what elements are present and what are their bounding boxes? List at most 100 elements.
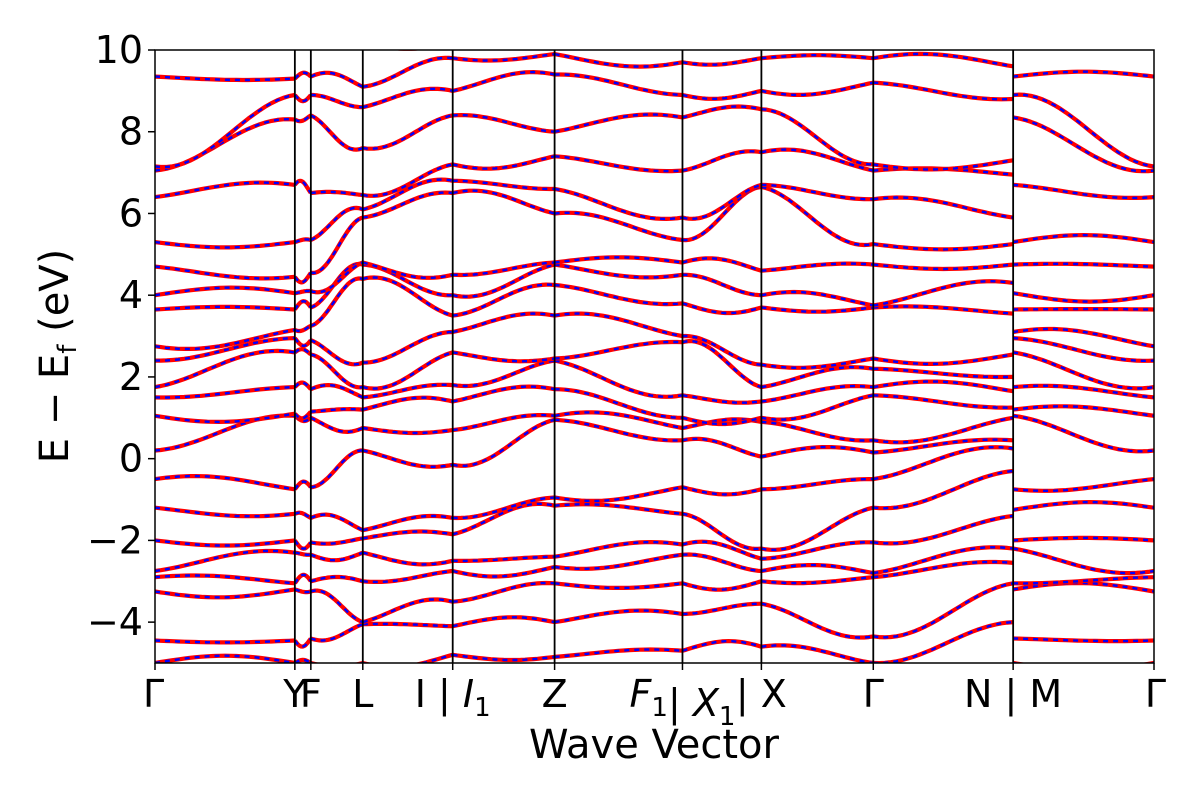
band-line-blue-s4-b15 xyxy=(452,261,555,277)
band-line-blue-s7-b7 xyxy=(761,445,874,458)
band-line-blue-s9-b8 xyxy=(1012,414,1154,453)
band-line-blue-s0-b4 xyxy=(155,549,296,573)
band-line-blue-s5-b6 xyxy=(554,486,683,503)
band-line-blue-s7-b5 xyxy=(761,506,874,551)
band-line-blue-s8-b19 xyxy=(873,159,1014,171)
band-line-blue-s9-b13 xyxy=(1012,327,1154,348)
band-line-blue-s4-b3 xyxy=(452,565,555,578)
band-line-blue-s3-b19 xyxy=(362,114,453,150)
band-line-blue-s1-b6 xyxy=(294,511,312,519)
band-line-red-s3-b0 xyxy=(362,652,454,663)
x-tick-label: | X xyxy=(736,672,787,717)
band-line-blue-s0-b6 xyxy=(155,506,296,518)
band-line-blue-s9-b7 xyxy=(1012,477,1154,492)
band-line-blue-s9-b19 xyxy=(1012,116,1154,173)
band-line-blue-s4-b0 xyxy=(452,653,555,662)
y-axis-label: E − Ef (eV) xyxy=(32,249,83,464)
band-line-blue-s3-b12 xyxy=(362,330,453,364)
band-line-blue-s1-b21 xyxy=(294,71,312,80)
band-line-blue-s6-b1 xyxy=(682,602,762,616)
band-line-red-s3-b2 xyxy=(362,597,454,625)
band-line-blue-s4-b12 xyxy=(452,312,555,334)
band-line-blue-s0-b14 xyxy=(155,305,295,311)
band-line-blue-s7-b19 xyxy=(761,108,874,166)
band-line-blue-s4-b19 xyxy=(452,113,555,133)
band-line-red-s3-b6 xyxy=(362,513,454,533)
band-line-blue-s5-b8 xyxy=(554,411,683,430)
band-line-blue-s6-b8 xyxy=(682,418,762,430)
band-line-blue-s1-b13 xyxy=(294,324,312,333)
band-line-blue-s0-b12 xyxy=(155,336,295,362)
y-tick-label: 4 xyxy=(119,273,143,317)
band-line-blue-s2-b11 xyxy=(310,353,363,389)
band-line-blue-s8-b21 xyxy=(873,52,1014,68)
band-line-blue-s4-b14 xyxy=(452,263,555,298)
band-line-blue-s8-b17 xyxy=(873,196,1014,219)
band-line-red-s3-b5 xyxy=(362,529,454,541)
band-line-blue-s0-b1 xyxy=(155,639,295,644)
band-line-blue-s8-b13 xyxy=(873,305,1014,315)
band-line-blue-s1-b7 xyxy=(293,480,312,490)
band-lines xyxy=(155,50,1154,663)
band-line-blue-s8-b8 xyxy=(873,416,1014,444)
band-line-blue-s0-b16 xyxy=(155,265,296,280)
x-tick-label: N | M xyxy=(964,672,1062,717)
band-line-blue-s1-b16 xyxy=(293,272,312,284)
band-line-blue-s5-b16 xyxy=(554,211,683,242)
band-line-red-s2-b10 xyxy=(310,383,364,400)
band-line-red-s2-b16 xyxy=(310,215,364,276)
band-line-blue-s0-b18 xyxy=(155,181,296,199)
band-line-blue-s5-b19 xyxy=(554,113,683,133)
band-line-blue-s4-b4 xyxy=(452,555,555,563)
x-tick-label: F1| X1 xyxy=(630,672,736,732)
band-line-blue-s8-b9 xyxy=(873,394,1014,409)
band-line-blue-s0-b15 xyxy=(155,286,296,297)
band-line-blue-s5-b3 xyxy=(554,553,683,570)
band-line-blue-s6-b18 xyxy=(682,150,762,172)
band-line-blue-s9-b10 xyxy=(1013,384,1154,399)
x-axis-label: Wave Vector xyxy=(529,722,780,768)
band-line-blue-s4-b9 xyxy=(452,385,555,403)
band-line-blue-s4-b17 xyxy=(452,179,555,191)
band-line-blue-s1-b14 xyxy=(293,300,312,311)
band-line-blue-s1-b1 xyxy=(293,637,312,648)
band-line-blue-s2-b15 xyxy=(310,261,364,294)
band-line-blue-s6-b5 xyxy=(682,512,762,551)
band-line-red-s7-b9 xyxy=(761,393,874,422)
band-line-blue-s1-b9 xyxy=(293,410,312,420)
band-line-blue-s2-b7 xyxy=(310,449,363,489)
band-line-blue-s1-b15 xyxy=(294,289,312,295)
band-line-blue-s0-b11 xyxy=(155,349,296,389)
band-line-blue-s3-b17 xyxy=(362,178,453,211)
band-line-blue-s6-b14 xyxy=(682,273,762,297)
x-axis-ticks: Γ YF L I | I1 Z F1| X1| X Γ N | M Γ xyxy=(143,663,1166,732)
band-line-red-s3-b10 xyxy=(362,382,453,400)
band-line-blue-s9-b3 xyxy=(1013,576,1154,585)
band-line-red-s2-b6 xyxy=(310,512,364,533)
band-line-blue-s0-b20 xyxy=(155,93,296,169)
band-line-blue-s5-b0 xyxy=(554,648,683,659)
band-line-blue-s5-b13 xyxy=(554,283,683,306)
band-line-blue-s6-b21 xyxy=(682,57,762,66)
band-line-blue-s5-b2 xyxy=(554,582,683,590)
band-line-blue-s0-b13 xyxy=(155,328,296,351)
band-line-blue-s2-b20 xyxy=(310,93,363,109)
band-line-blue-s5-b14 xyxy=(554,263,683,279)
band-line-blue-s5-b12 xyxy=(554,312,683,338)
kpoint-divider-lines xyxy=(293,50,1015,663)
band-line-blue-s9-b2 xyxy=(1012,581,1154,593)
band-line-blue-s7-b15 xyxy=(761,262,874,272)
band-line-blue-s9-b6 xyxy=(1012,500,1154,511)
band-line-blue-s4-b18 xyxy=(452,155,555,170)
band-line-blue-s8-b2 xyxy=(873,560,1014,579)
band-line-blue-s5-b9 xyxy=(554,388,683,419)
band-line-blue-s3-b13 xyxy=(362,276,454,317)
band-line-blue-s7-b1 xyxy=(761,602,874,639)
band-line-blue-s9-b11 xyxy=(1012,351,1154,390)
band-line-blue-s6-b13 xyxy=(682,302,762,315)
band-line-blue-s9-b17 xyxy=(1012,233,1154,244)
band-line-blue-s6-b20 xyxy=(682,89,762,100)
band-line-blue-s9-b18 xyxy=(1013,183,1154,200)
y-tick-label: 2 xyxy=(119,355,143,399)
band-line-red-s3-b4 xyxy=(362,550,454,567)
